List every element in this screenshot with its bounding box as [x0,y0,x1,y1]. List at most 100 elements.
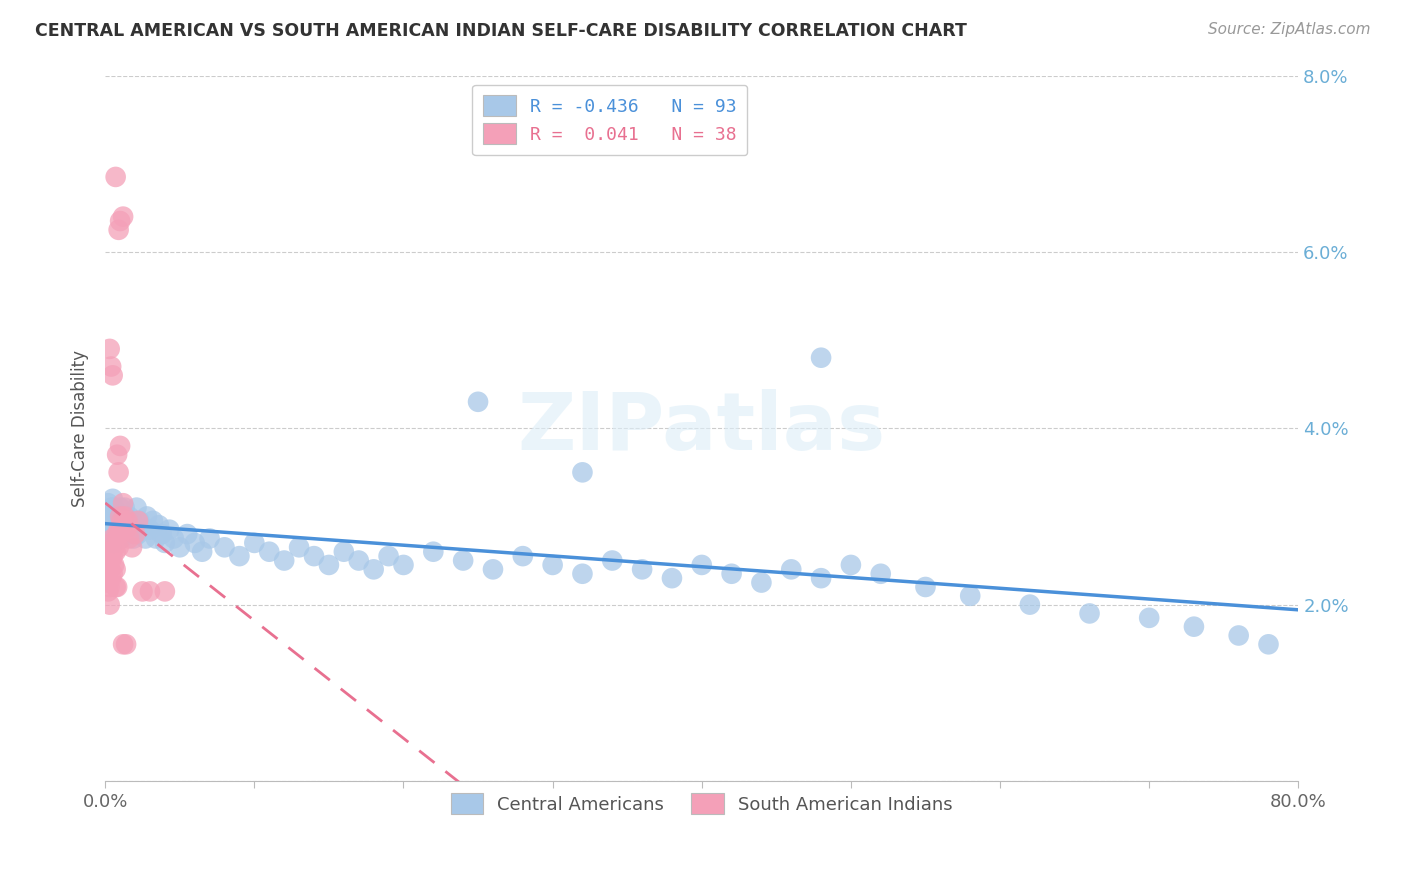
Point [661,571,683,585]
Point [1182,620,1205,634]
Point [112,210,135,224]
Point [101,532,124,546]
Point [112,509,135,524]
Point [104,514,127,528]
Point [392,558,415,572]
Point [169,541,191,555]
Point [1018,598,1040,612]
Point [112,637,135,651]
Point [108,439,131,453]
Point [839,558,862,572]
Point [1257,637,1279,651]
Point [101,566,124,581]
Point [117,514,139,528]
Point [100,500,122,515]
Point [103,509,125,524]
Point [103,536,125,550]
Point [150,527,173,541]
Point [101,509,124,524]
Point [145,532,167,546]
Point [101,491,124,506]
Point [108,527,131,541]
Point [101,527,124,541]
Point [124,527,146,541]
Point [302,549,325,563]
Point [139,523,162,537]
Point [101,368,124,383]
Point [124,518,146,533]
Point [134,532,156,546]
Point [98,509,121,524]
Point [97,575,120,590]
Point [97,558,120,572]
Text: Source: ZipAtlas.com: Source: ZipAtlas.com [1208,22,1371,37]
Point [108,500,131,515]
Point [107,223,129,237]
Point [110,532,132,546]
Point [541,558,564,572]
Point [107,509,129,524]
Point [104,169,127,184]
Point [512,549,534,563]
Point [377,549,399,563]
Point [810,351,832,365]
Point [98,545,121,559]
Point [127,514,149,528]
Point [98,580,121,594]
Point [105,580,128,594]
Point [104,580,127,594]
Point [110,514,132,528]
Point [112,496,135,510]
Point [467,394,489,409]
Point [108,527,131,541]
Point [114,500,136,515]
Point [104,523,127,537]
Point [422,545,444,559]
Point [128,514,150,528]
Point [100,553,122,567]
Legend: Central Americans, South American Indians: Central Americans, South American Indian… [440,782,965,825]
Point [97,514,120,528]
Point [153,584,176,599]
Point [1137,611,1160,625]
Point [115,637,138,651]
Point [104,562,127,576]
Point [127,527,149,541]
Point [122,532,145,546]
Point [107,541,129,555]
Point [100,571,122,585]
Point [105,532,128,546]
Point [107,523,129,537]
Point [163,532,186,546]
Point [690,558,713,572]
Point [318,558,340,572]
Point [214,541,236,555]
Point [153,536,176,550]
Point [103,541,125,555]
Point [139,584,162,599]
Point [114,509,136,524]
Point [288,541,311,555]
Point [97,584,120,599]
Point [118,532,141,546]
Point [96,566,118,581]
Point [108,214,131,228]
Point [142,514,165,528]
Point [121,541,143,555]
Point [97,496,120,510]
Point [131,584,153,599]
Point [198,532,221,546]
Point [125,500,148,515]
Point [112,523,135,537]
Point [121,514,143,528]
Point [482,562,505,576]
Point [98,342,121,356]
Point [117,527,139,541]
Point [100,536,122,550]
Point [259,545,281,559]
Point [363,562,385,576]
Point [720,566,742,581]
Point [115,523,138,537]
Point [600,553,623,567]
Point [869,566,891,581]
